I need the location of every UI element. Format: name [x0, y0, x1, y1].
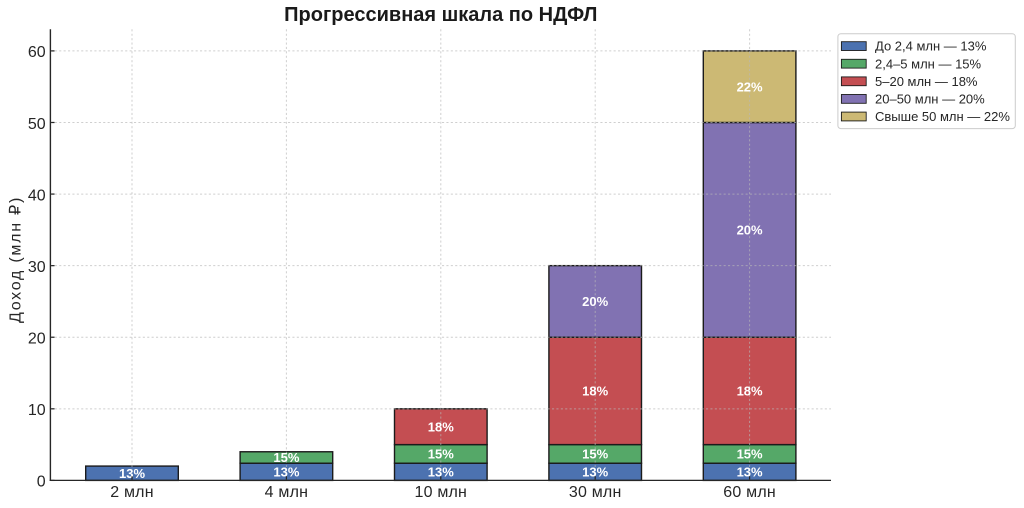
svg-text:50: 50: [28, 116, 46, 133]
svg-text:18%: 18%: [737, 384, 763, 399]
svg-text:Свыше 50 млн — 22%: Свыше 50 млн — 22%: [875, 109, 1010, 124]
svg-text:10 млн: 10 млн: [414, 484, 467, 501]
svg-text:30 млн: 30 млн: [569, 484, 622, 501]
svg-text:13%: 13%: [582, 464, 608, 479]
svg-text:60 млн: 60 млн: [723, 484, 776, 501]
svg-text:22%: 22%: [737, 79, 763, 94]
svg-text:40: 40: [28, 187, 46, 204]
svg-text:15%: 15%: [273, 450, 299, 465]
svg-text:20%: 20%: [737, 222, 763, 237]
svg-text:18%: 18%: [428, 419, 454, 434]
svg-text:2 млн: 2 млн: [110, 484, 154, 501]
svg-text:Доход (млн ₽): Доход (млн ₽): [7, 196, 24, 323]
svg-text:5–20 млн — 18%: 5–20 млн — 18%: [875, 74, 978, 89]
svg-text:60: 60: [28, 44, 46, 61]
svg-text:13%: 13%: [273, 464, 299, 479]
svg-text:0: 0: [37, 474, 46, 491]
svg-text:20%: 20%: [582, 294, 608, 309]
svg-text:15%: 15%: [582, 447, 608, 462]
svg-text:13%: 13%: [428, 464, 454, 479]
svg-text:20–50 млн — 20%: 20–50 млн — 20%: [875, 92, 985, 107]
svg-text:18%: 18%: [582, 384, 608, 399]
svg-text:13%: 13%: [119, 466, 145, 481]
svg-text:10: 10: [28, 402, 46, 419]
svg-text:15%: 15%: [428, 447, 454, 462]
svg-text:15%: 15%: [737, 447, 763, 462]
svg-text:20: 20: [28, 331, 46, 348]
svg-text:30: 30: [28, 259, 46, 276]
svg-text:До 2,4 млн — 13%: До 2,4 млн — 13%: [875, 39, 987, 54]
svg-text:Прогрессивная шкала по НДФЛ: Прогрессивная шкала по НДФЛ: [284, 4, 597, 26]
svg-text:4 млн: 4 млн: [265, 484, 309, 501]
svg-text:2,4–5 млн — 15%: 2,4–5 млн — 15%: [875, 56, 982, 71]
svg-text:13%: 13%: [737, 464, 763, 479]
